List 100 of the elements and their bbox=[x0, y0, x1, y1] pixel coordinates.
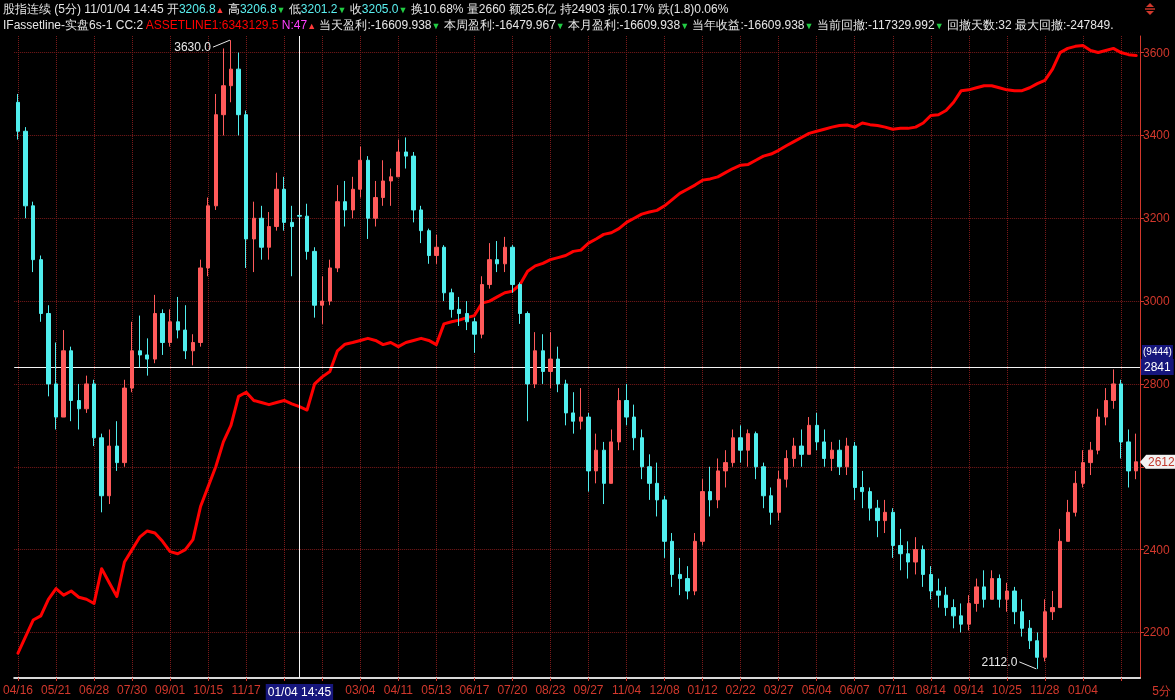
x-tick-label: 03/27 bbox=[763, 683, 795, 697]
text: IFassetline-实盘6s-1 CC:2 ASSETLINE1:6343129.5 N:47▲ 当天盈利:-16609.938▼ 本周盈利:-16479.967▼ 本月盈利:-16609.938▼ 当年收益:-16609.938▼ 当前回撤:-117329.992▼ 回撤天数:32 最大回撤:-247849. bbox=[3, 18, 1114, 32]
chart-title: 股指连续 (5分) 11/01/04 14:45 开3206.8▲ 高3206.8▼ 低3201.2▼ 收3205.0▼ 换10.68% 量2660 额25.6亿 持24903 振0.17% 跌(1.8)0.06% bbox=[3, 2, 729, 16]
candlestick bbox=[541, 333, 545, 385]
candlestick bbox=[700, 478, 705, 546]
candlestick bbox=[176, 296, 180, 339]
candlestick bbox=[381, 159, 385, 207]
y-tick-label: 2800 bbox=[1143, 376, 1171, 391]
candlestick bbox=[830, 441, 834, 472]
candlestick bbox=[411, 151, 416, 223]
x-tick-label: 08/23 bbox=[535, 683, 566, 697]
candlestick bbox=[708, 466, 712, 517]
candlestick bbox=[564, 379, 568, 426]
candlestick bbox=[990, 569, 994, 600]
candlestick bbox=[868, 486, 872, 522]
candlestick bbox=[617, 387, 621, 451]
candlestick bbox=[898, 528, 903, 571]
candlestick bbox=[290, 205, 294, 277]
candlestick bbox=[959, 602, 963, 633]
candlestick bbox=[777, 470, 781, 522]
candlestick bbox=[198, 259, 203, 348]
candlestick bbox=[624, 383, 629, 426]
candlestick bbox=[1111, 368, 1116, 410]
candlestick bbox=[1119, 379, 1123, 459]
candlestick bbox=[594, 433, 598, 484]
x-tick-label: 09/14 bbox=[953, 683, 985, 697]
candlestick bbox=[1020, 598, 1024, 638]
candlestick bbox=[1050, 590, 1055, 621]
candlestick bbox=[769, 486, 773, 526]
candlestick bbox=[913, 536, 918, 575]
candlestick bbox=[807, 416, 811, 455]
candlestick bbox=[366, 155, 370, 240]
y-tick-label: 3200 bbox=[1143, 211, 1171, 226]
candlestick bbox=[662, 495, 667, 559]
candlestick bbox=[252, 201, 256, 273]
candlestick bbox=[99, 433, 104, 513]
candlestick bbox=[54, 342, 58, 430]
candlestick bbox=[373, 180, 378, 228]
candlestick bbox=[122, 379, 127, 468]
x-tick-label: 04/16 bbox=[2, 683, 34, 697]
candlestick bbox=[1073, 470, 1077, 517]
x-tick-label: 08/14 bbox=[915, 683, 947, 697]
x-tick-label: 09/27 bbox=[573, 683, 604, 697]
candlestick bbox=[891, 507, 895, 559]
candlestick bbox=[259, 205, 264, 261]
candlestick bbox=[46, 304, 51, 397]
candlestick bbox=[16, 93, 20, 141]
candlestick bbox=[510, 244, 515, 294]
candlestick bbox=[1104, 387, 1108, 426]
candlestick bbox=[525, 310, 530, 422]
candlestick bbox=[906, 540, 910, 580]
candlestick bbox=[746, 428, 750, 468]
candlestick bbox=[693, 532, 697, 596]
x-tick-label: 06/28 bbox=[79, 683, 110, 697]
candlestick bbox=[921, 544, 925, 588]
candlestick bbox=[647, 453, 652, 501]
candlestick bbox=[312, 246, 317, 319]
candlestick bbox=[951, 598, 956, 629]
candlestick bbox=[465, 300, 469, 331]
candlestick bbox=[274, 172, 279, 232]
candlestick bbox=[602, 441, 606, 505]
candlestick bbox=[168, 308, 172, 348]
x-tick-label: 01/04 bbox=[1067, 683, 1099, 697]
candlestick bbox=[297, 214, 302, 219]
candlestick bbox=[236, 52, 241, 136]
candlestick bbox=[31, 201, 35, 273]
candlestick bbox=[221, 47, 226, 136]
candlestick bbox=[442, 244, 446, 302]
candlestick bbox=[358, 146, 362, 199]
candlestick bbox=[191, 333, 195, 366]
candlestick bbox=[419, 205, 423, 244]
candlestick bbox=[320, 275, 324, 325]
x-tick-label: 05/13 bbox=[421, 683, 452, 697]
candlestick bbox=[351, 176, 355, 219]
candlestick bbox=[1058, 528, 1062, 609]
x-tick-label: 01/04 14:45 bbox=[267, 685, 332, 699]
candlestick bbox=[427, 228, 431, 265]
candlestick bbox=[548, 331, 553, 389]
candlestick bbox=[160, 308, 165, 356]
candlestick bbox=[389, 168, 393, 207]
x-tick-label: 11/17 bbox=[231, 683, 262, 697]
candlestick bbox=[305, 203, 309, 261]
candlestick bbox=[815, 412, 819, 451]
x-tick-label: 11/04 bbox=[611, 683, 642, 697]
candlestick bbox=[1035, 631, 1039, 670]
candlestick bbox=[404, 136, 408, 170]
annotation: 3630.0 bbox=[174, 40, 212, 55]
candlestick bbox=[609, 428, 613, 484]
candlestick bbox=[997, 573, 1001, 609]
candlestick bbox=[678, 557, 682, 596]
candlestick bbox=[434, 234, 439, 265]
x-tick-label: 06/07 bbox=[839, 683, 871, 697]
y-tick-label: 2400 bbox=[1143, 542, 1171, 557]
candlestick bbox=[107, 428, 111, 505]
candlestick bbox=[1028, 619, 1032, 650]
candlestick bbox=[480, 275, 484, 339]
candlestick bbox=[716, 457, 720, 509]
candlestick bbox=[845, 437, 849, 476]
candlestick bbox=[936, 578, 941, 609]
candlestick bbox=[214, 93, 218, 211]
